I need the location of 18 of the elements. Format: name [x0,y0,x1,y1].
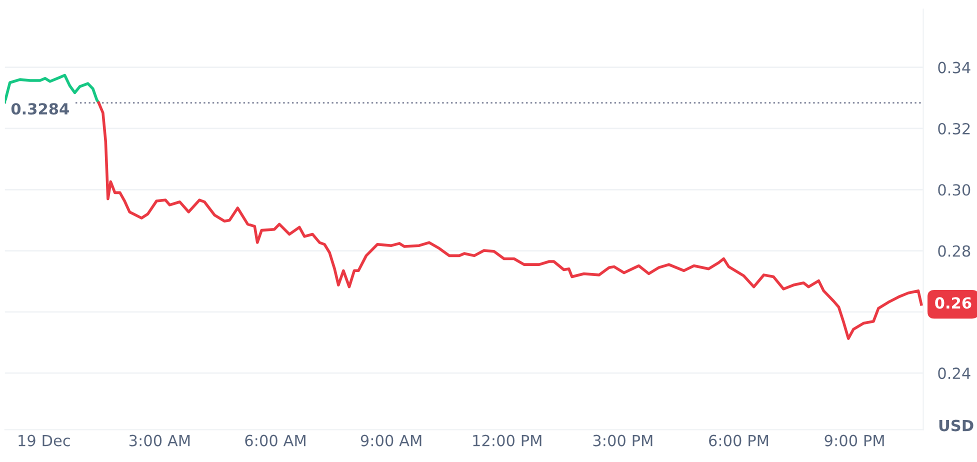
y-tick-label: 0.30 [938,184,970,196]
text: 0.26 [935,297,972,309]
line-series [4,74,100,104]
y-tick-label: 0.34 [938,62,970,74]
x-tick-label: 19 Dec [18,434,70,446]
x-tick-label: 3:00 AM [129,434,190,446]
x-tick-label: 9:00 PM [824,434,884,446]
x-tick-label: 6:00 AM [245,434,306,446]
line-series [97,101,923,340]
x-tick-label: 12:00 PM [473,434,542,446]
ref-line-label: 0.3284 [11,103,69,115]
x-tick-label: 9:00 AM [360,434,422,446]
y-tick-label: 0.32 [938,122,970,135]
y-axis-title: USD [939,420,974,432]
x-tick-label: 6:00 PM [709,434,768,446]
y-tick-label: 0.28 [938,245,970,257]
x-tick-label: 3:00 PM [593,434,652,446]
y-tick-label: 0.24 [938,368,970,380]
